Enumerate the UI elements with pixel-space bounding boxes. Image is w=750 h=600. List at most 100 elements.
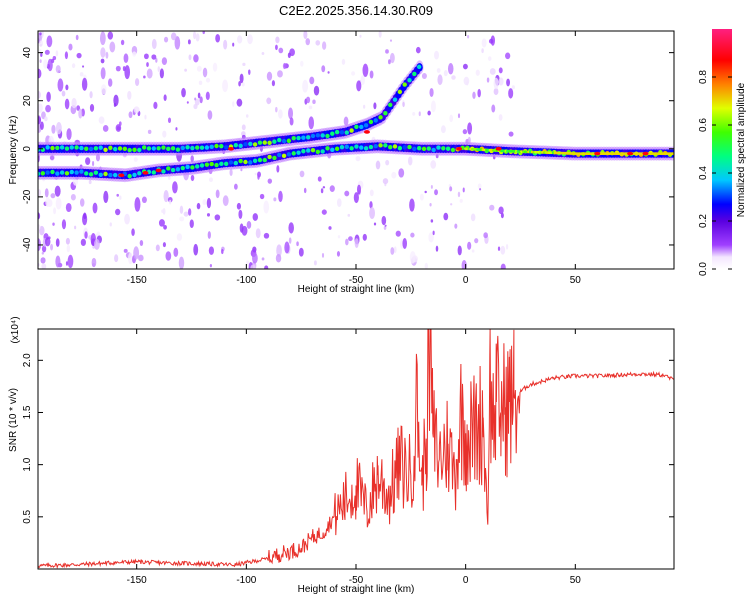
spectrogram-noise-cell [241,124,246,131]
spectrogram-noise-cell [276,165,280,173]
spectrogram-x-tick-label: -50 [349,275,364,286]
spectrogram-noise-cell [229,168,233,177]
spectrogram-noise-cell [205,77,211,83]
spectrogram-noise-cell [317,176,322,182]
spectrogram-noise-cell [457,113,461,119]
spectrogram-noise-cell [80,238,86,247]
spectrogram-noise-cell [246,220,252,229]
spectrogram-noise-cell [100,84,107,95]
spectrogram-noise-cell [471,249,475,253]
spectrogram-noise-cell [167,117,172,124]
spectrogram-noise-cell [430,100,436,113]
spectrogram-noise-cell [491,104,496,113]
spectrogram-noise-cell [212,62,218,72]
spectrogram-ridge-blob [151,146,156,151]
spectrogram-noise-cell [232,42,235,47]
spectrogram-ridge-blob [272,155,277,161]
snr-y-tick-label: 1.5 [22,405,33,419]
spectrogram-ridge-blob [79,145,84,151]
spectrogram-noise-cell [359,34,362,38]
colorbar-label: Normalized spectral amplitude [736,82,747,217]
spectrogram-ridge-blob [325,133,330,139]
spectrogram-noise-cell [302,79,309,93]
spectrogram-noise-cell [81,77,88,91]
spectrogram-noise-cell [443,70,448,77]
spectrogram-noise-cell [38,90,41,99]
spectrogram-ridge-blob [141,145,147,150]
spectrogram-noise-cell [275,254,282,263]
spectrogram-ridge-blob [64,171,70,176]
spectrogram-noise-cell [398,168,405,178]
colorbar-ticks: 0.0 0.2 0.4 0.6 0.8 [698,70,732,276]
spectrogram-noise-cell [483,232,488,239]
spectrogram-ridge-blob [195,145,200,150]
spectrogram-noise-cell [55,238,60,247]
spectrogram-ridge-blob [416,64,422,70]
spectrogram-noise-cell [329,185,335,192]
spectrogram-ridge-blob [161,145,166,150]
spectrogram-ridge-blob [441,146,446,151]
spectrogram-ridge-blob [426,146,432,151]
spectrogram-noise-cell [320,188,324,194]
spectrogram-ridge-blob [334,146,340,151]
spectrogram-noise-cell [434,50,439,60]
spectrogram-ridge-blob [98,172,103,178]
spectrogram-noise-cell [351,71,356,76]
spectrogram-noise-cell [459,198,463,203]
spectrogram-ridge-blob [59,145,65,150]
spectrogram-noise-cell [508,131,514,137]
spectrogram-ridge-blob [55,171,60,176]
spectrogram-ridge-blob [339,145,345,150]
spectrogram-noise-cell [261,52,265,55]
spectrogram-noise-cell [488,38,494,44]
spectrogram-hot-spot [642,151,649,156]
colorbar-tick-label: 0.6 [698,118,709,132]
spectrogram-noise-cell [498,67,503,74]
spectrogram-noise-cell [305,96,311,104]
spectrogram-ridge-blob [301,149,306,154]
spectrogram-x-tick-label: 0 [463,275,469,286]
spectrogram-noise-cell [409,198,415,212]
spectrogram-noise-cell [275,44,278,51]
spectrogram-noise-cell [85,157,91,165]
spectrogram-noise-cell [252,252,258,264]
spectrogram-noise-cell [402,237,408,249]
spectrogram-hot-spot [227,146,234,151]
spectrogram-ridge-blob [252,158,258,163]
spectrogram-noise-cell [362,233,367,241]
spectrogram-noise-cell [369,201,373,209]
spectrogram-noise-cell [66,244,71,253]
spectrogram-noise-cell [383,225,387,230]
spectrogram-noise-cell [143,75,146,79]
spectrogram-hot-spot [495,146,502,151]
spectrogram-noise-cell [51,124,56,134]
spectrogram-noise-cell [321,65,326,73]
spectrogram-noise-cell [435,245,439,252]
spectrogram-ridge-blob [291,151,296,156]
spectrogram-y-axis: -40 -20 0 20 40 [22,47,674,252]
spectrogram-noise-cell [236,98,243,107]
spectrogram-ridge-blob [127,173,132,179]
spectrogram-noise-cell [139,240,144,246]
spectrogram-noise-cell [354,238,359,249]
spectrogram-noise-cell [462,187,465,193]
spectrogram-noise-cell [362,63,369,77]
spectrogram-ridge-blob [170,167,176,173]
spectrogram-noise-cell [241,82,245,87]
spectrogram-ridge-blob [93,146,99,151]
spectrogram-ridge-blob [359,145,364,150]
spectrogram-noise-cell [184,68,187,72]
spectrogram-ridge-blob [98,145,103,150]
spectrogram-noise-cell [52,222,55,226]
spectrogram-noise-cell [44,237,51,247]
spectrogram-hot-spot [594,151,601,156]
snr-y-axis: 0.5 1.0 1.5 2.0 [22,353,674,524]
spectrogram-noise-cell [345,238,349,246]
spectrogram-noise-cell [375,160,381,170]
spectrogram-noise-cell [193,54,199,63]
spectrogram-ridge-blob [132,147,137,153]
spectrogram-ridge-blob [421,146,427,152]
spectrogram-noise-cell [493,77,499,90]
spectrogram-noise-cell [393,246,397,254]
